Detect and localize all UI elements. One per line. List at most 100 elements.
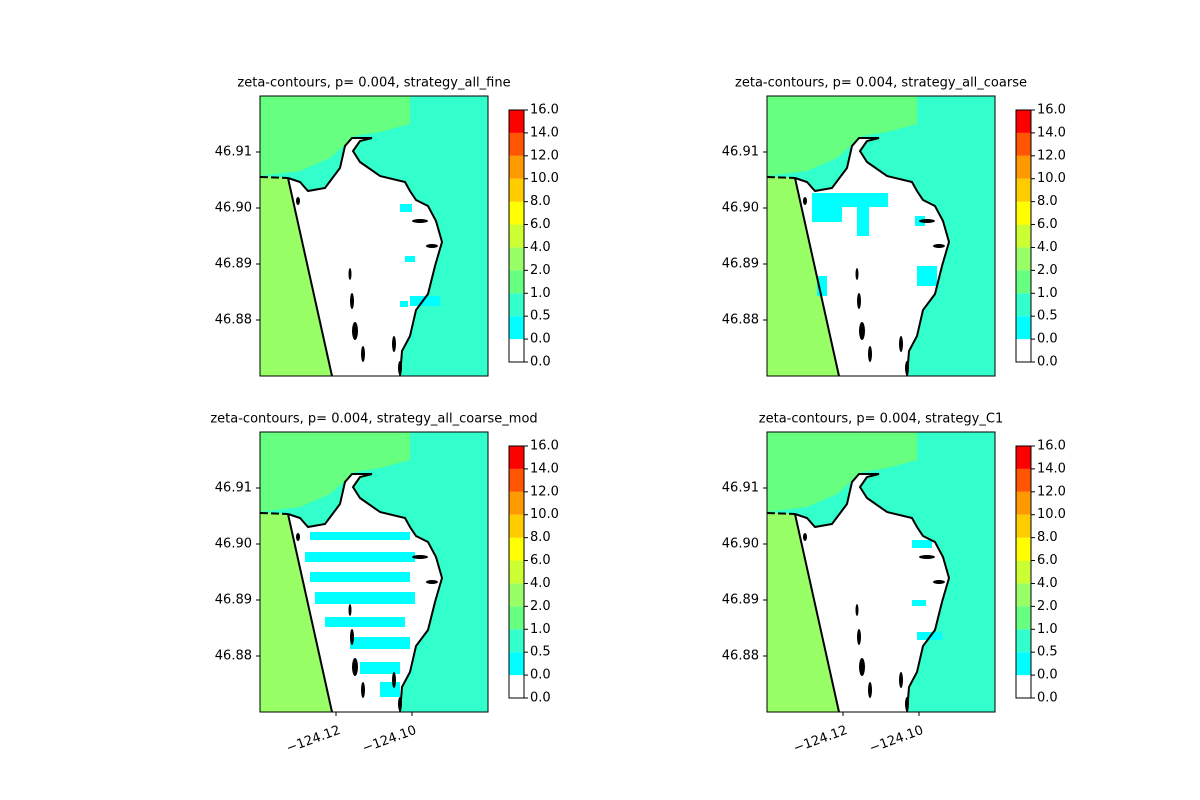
island bbox=[857, 629, 861, 645]
field-bay bbox=[288, 138, 442, 376]
field-region bbox=[260, 432, 410, 512]
colorbar-tick-label: 10.0 bbox=[1037, 507, 1066, 522]
colorbar-segment bbox=[509, 491, 524, 515]
y-tick-label: 46.91 bbox=[722, 481, 759, 496]
colorbar-tick-label: 16.0 bbox=[530, 103, 559, 118]
island bbox=[905, 697, 909, 711]
colorbar-tick-label: 0.0 bbox=[530, 332, 551, 347]
field-patch bbox=[410, 296, 440, 306]
colorbar-segment bbox=[1016, 446, 1031, 469]
colorbar-tick-label: 14.0 bbox=[530, 461, 559, 476]
colorbar: 0.0 0.0 0.5 1.0 2.0 4.0 6.0 8.0 10.0 12.0 14.0 16.0 bbox=[1015, 103, 1066, 370]
island bbox=[868, 346, 872, 362]
y-tick-label: 46.90 bbox=[215, 201, 252, 216]
field-patch bbox=[812, 206, 842, 222]
colorbar-tick-label: 16.0 bbox=[1037, 439, 1066, 454]
island bbox=[426, 244, 438, 248]
island bbox=[803, 197, 807, 205]
colorbar-segment bbox=[1016, 629, 1031, 653]
island bbox=[352, 658, 358, 676]
subplot: zeta-contours, p= 0.004, strategy_all_co… bbox=[722, 76, 1066, 377]
colorbar-tick-label: 2.0 bbox=[1037, 263, 1058, 278]
colorbar-tick-label: 0.5 bbox=[1037, 309, 1058, 324]
y-tick-label: 46.91 bbox=[215, 145, 252, 160]
y-tick-label: 46.89 bbox=[215, 257, 252, 272]
colorbar-segment bbox=[509, 293, 524, 317]
colorbar-segment bbox=[1016, 537, 1031, 561]
colorbar-segment bbox=[1016, 468, 1031, 492]
subplot-title: zeta-contours, p= 0.004, strategy_all_co… bbox=[735, 76, 1027, 91]
subplot: zeta-contours, p= 0.004, strategy_C1 46.8… bbox=[722, 412, 1066, 757]
colorbar-tick-label: 8.0 bbox=[530, 194, 551, 209]
colorbar-segment bbox=[1016, 155, 1031, 179]
field-patch bbox=[310, 532, 410, 540]
island bbox=[348, 604, 352, 616]
colorbar-frame bbox=[1015, 445, 1032, 699]
y-tick-label: 46.88 bbox=[215, 313, 252, 328]
island bbox=[412, 555, 428, 559]
island bbox=[392, 336, 396, 352]
y-tick-label: 46.91 bbox=[215, 481, 252, 496]
field-patch bbox=[400, 301, 408, 307]
colorbar-tick-label: 10.0 bbox=[530, 507, 559, 522]
axes-frame bbox=[766, 95, 996, 377]
field-bay bbox=[795, 474, 949, 712]
island bbox=[398, 697, 402, 711]
field-patch bbox=[310, 572, 410, 582]
island bbox=[919, 555, 935, 559]
field-patch bbox=[917, 266, 937, 286]
colorbar-segment bbox=[509, 178, 524, 202]
field-patch bbox=[812, 193, 888, 207]
field-patch bbox=[400, 204, 412, 212]
colorbar-tick-label: 14.0 bbox=[1037, 125, 1066, 140]
subplot: zeta-contours, p= 0.004, strategy_all_co… bbox=[210, 412, 559, 757]
field-patch bbox=[405, 256, 415, 262]
y-tick-label: 46.88 bbox=[722, 649, 759, 664]
coastline bbox=[287, 473, 444, 713]
colorbar-tick-label: 1.0 bbox=[1037, 286, 1058, 301]
colorbar-segment bbox=[509, 247, 524, 271]
coastline bbox=[259, 176, 289, 179]
colorbar-tick-label: 6.0 bbox=[1037, 553, 1058, 568]
x-tick-label: −124.10 bbox=[867, 723, 925, 756]
coastline bbox=[287, 177, 333, 377]
colorbar-segment bbox=[1016, 293, 1031, 317]
colorbar-frame bbox=[1015, 109, 1032, 363]
y-tick-label: 46.91 bbox=[722, 145, 759, 160]
colorbar-tick-label: 12.0 bbox=[530, 484, 559, 499]
island bbox=[857, 293, 861, 309]
island bbox=[392, 672, 396, 688]
colorbar-tick-label: 16.0 bbox=[1037, 103, 1066, 118]
colorbar-tick-label: 0.5 bbox=[530, 645, 551, 660]
coastline bbox=[766, 176, 796, 179]
colorbar-segment bbox=[509, 652, 524, 676]
field-region bbox=[260, 96, 410, 176]
colorbar-tick-label: 10.0 bbox=[1037, 171, 1066, 186]
axes-frame bbox=[766, 431, 996, 713]
island bbox=[348, 268, 352, 280]
colorbar-tick-label: 4.0 bbox=[1037, 240, 1058, 255]
colorbar-tick-label: 6.0 bbox=[530, 553, 551, 568]
colorbar-tick-label: 0.0 bbox=[530, 668, 551, 683]
colorbar-segment bbox=[509, 583, 524, 607]
field-patch bbox=[912, 540, 932, 548]
y-tick-label: 46.90 bbox=[215, 537, 252, 552]
island bbox=[855, 268, 859, 280]
x-tick-label: −124.12 bbox=[791, 723, 849, 756]
colorbar-tick-label: 2.0 bbox=[1037, 599, 1058, 614]
island bbox=[859, 322, 865, 340]
y-tick-label: 46.88 bbox=[215, 649, 252, 664]
field-patch bbox=[817, 276, 827, 296]
colorbar-tick-label: 0.0 bbox=[530, 691, 551, 706]
field-patch bbox=[857, 206, 869, 236]
field-region bbox=[767, 432, 917, 512]
coastline bbox=[259, 512, 289, 515]
colorbar-segment bbox=[509, 110, 524, 133]
y-tick-label: 46.89 bbox=[215, 593, 252, 608]
colorbar-tick-label: 1.0 bbox=[530, 286, 551, 301]
field-patch bbox=[315, 592, 415, 604]
colorbar-tick-label: 12.0 bbox=[1037, 148, 1066, 163]
coastline bbox=[287, 137, 444, 377]
axes-frame bbox=[259, 431, 489, 713]
island bbox=[361, 346, 365, 362]
